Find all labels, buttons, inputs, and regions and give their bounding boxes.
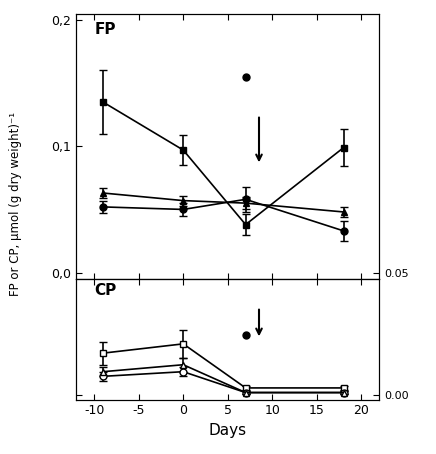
Text: FP: FP (95, 22, 116, 37)
Text: CP: CP (95, 282, 117, 297)
X-axis label: Days: Days (209, 423, 247, 438)
Text: FP or CP, μmol (g dry weight)⁻¹: FP or CP, μmol (g dry weight)⁻¹ (9, 112, 22, 296)
